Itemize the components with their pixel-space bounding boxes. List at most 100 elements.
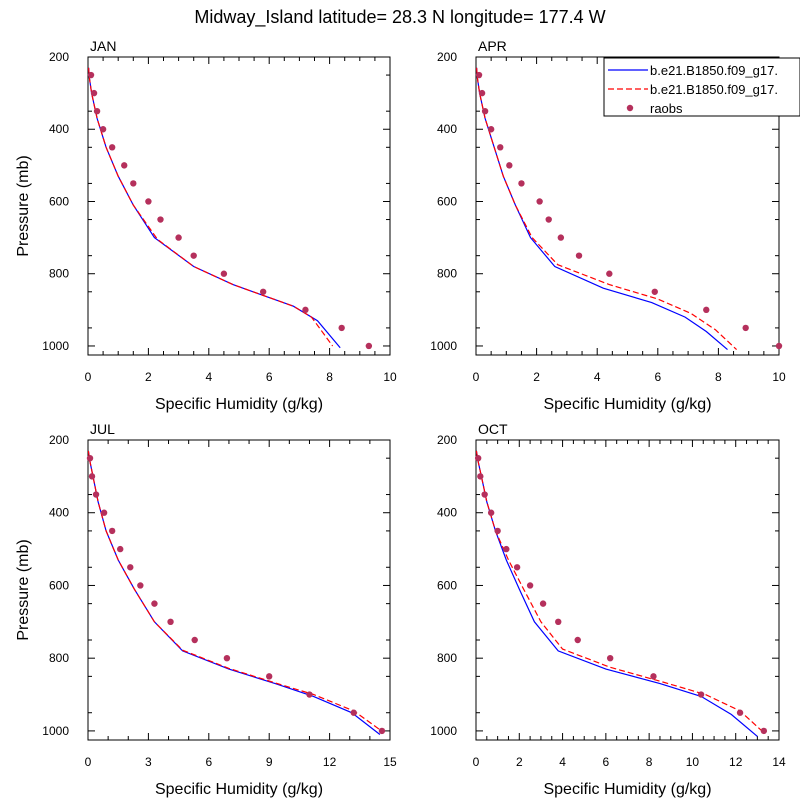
x-tick-label: 0: [473, 370, 480, 384]
x-axis-label: Specific Humidity (g/kg): [543, 396, 711, 413]
raobs-point: [555, 618, 562, 626]
raobs-point: [494, 527, 501, 535]
x-tick-label: 8: [326, 370, 333, 384]
plot-frame: [475, 439, 780, 741]
y-tick-label: 200: [49, 433, 69, 447]
panel-label: JUL: [90, 421, 115, 437]
raobs-point: [108, 144, 116, 151]
y-tick-label: 1000: [430, 724, 457, 738]
legend-label: b.e21.B1850.f09_g17.: [650, 63, 778, 78]
y-tick-label: 800: [437, 267, 457, 281]
raobs-point: [474, 454, 482, 462]
raobs-point: [350, 709, 357, 716]
y-tick-label: 200: [437, 50, 457, 64]
raobs-point: [137, 582, 144, 589]
x-tick-label: 10: [686, 755, 700, 769]
raobs-point: [175, 234, 182, 241]
panel-label: APR: [478, 38, 507, 54]
x-tick-label: 8: [715, 370, 722, 384]
y-tick-label: 400: [49, 122, 69, 136]
raobs-point: [302, 306, 309, 314]
raobs-point: [86, 454, 94, 462]
raobs-point: [775, 342, 783, 350]
raobs-point: [478, 89, 486, 97]
data-area: [476, 67, 738, 351]
raobs-point: [575, 252, 583, 259]
legend: b.e21.B1850.f09_g17. b.e21.B1850.f09_g17.…: [603, 57, 800, 117]
raobs-point: [223, 654, 231, 662]
x-tick-label: 2: [533, 370, 540, 384]
y-tick-label: 400: [437, 506, 457, 520]
x-tick-label: 0: [85, 370, 92, 384]
panel-label: OCT: [478, 421, 508, 437]
x-tick-label: 8: [646, 755, 653, 769]
raobs-point: [378, 727, 386, 735]
raobs-point: [574, 636, 581, 644]
raobs-point: [338, 324, 345, 332]
raobs-point: [88, 473, 96, 480]
legend-label: raobs: [650, 101, 683, 116]
y-tick-label: 200: [437, 433, 457, 447]
y-tick-label: 600: [49, 194, 69, 208]
model-line-dashed: [476, 67, 738, 351]
x-tick-label: 6: [205, 755, 212, 769]
raobs-point: [513, 564, 521, 571]
raobs-point: [306, 691, 313, 698]
x-tick-label: 15: [383, 755, 397, 769]
y-tick-label: 800: [49, 651, 69, 665]
raobs-point: [477, 473, 484, 480]
raobs-point: [151, 600, 158, 607]
x-axis-label: Specific Humidity (g/kg): [543, 781, 711, 798]
y-axis-label: Pressure (mb): [15, 155, 32, 256]
x-tick-label: 6: [266, 370, 273, 384]
panel-oct: OCT 0 2 4 6 8 10 12 14 200 400 600 800 1000 Specific H…: [430, 421, 786, 798]
figure-title: Midway_Island latitude= 28.3 N longitude…: [194, 7, 605, 28]
raobs-point: [93, 107, 101, 115]
raobs-point: [87, 71, 95, 79]
x-tick-label: 10: [772, 370, 786, 384]
x-axis-label: Specific Humidity (g/kg): [155, 781, 323, 798]
x-tick-label: 12: [729, 755, 743, 769]
model-line-solid: [88, 450, 381, 735]
data-area: [476, 450, 765, 737]
x-tick-label: 4: [559, 755, 566, 769]
data-area: [88, 67, 341, 349]
y-tick-label: 600: [437, 194, 457, 208]
panel-label: JAN: [90, 38, 116, 54]
model-line-dashed: [476, 450, 765, 734]
x-tick-label: 12: [323, 755, 337, 769]
x-axis-label: Specific Humidity (g/kg): [155, 396, 323, 413]
raobs-point: [90, 89, 98, 97]
y-tick-label: 1000: [430, 339, 457, 353]
raobs-point: [481, 107, 489, 115]
legend-label: b.e21.B1850.f09_g17.: [650, 82, 778, 97]
raobs-point: [536, 198, 543, 205]
raobs-point: [697, 691, 705, 698]
raobs-point: [481, 491, 488, 498]
legend-marker: [626, 104, 634, 112]
x-tick-label: 0: [473, 755, 480, 769]
raobs-point: [606, 654, 614, 662]
raobs-point: [167, 618, 174, 626]
x-tick-label: 10: [383, 370, 397, 384]
y-tick-label: 400: [49, 506, 69, 520]
raobs-point: [487, 126, 495, 133]
model-line-dashed: [88, 67, 334, 347]
y-tick-label: 200: [49, 50, 69, 64]
raobs-point: [487, 509, 495, 516]
raobs-point: [100, 509, 108, 516]
y-tick-label: 1000: [42, 339, 69, 353]
model-line-solid: [476, 450, 758, 737]
raobs-point: [157, 216, 164, 223]
model-line-solid: [88, 67, 341, 349]
model-line-dashed: [88, 450, 385, 734]
x-tick-label: 0: [85, 755, 92, 769]
raobs-point: [99, 126, 107, 133]
data-area: [88, 450, 385, 735]
raobs-point: [92, 491, 100, 498]
x-tick-label: 6: [603, 755, 610, 769]
raobs-point: [121, 162, 128, 169]
x-tick-label: 4: [205, 370, 212, 384]
x-tick-label: 2: [516, 755, 523, 769]
